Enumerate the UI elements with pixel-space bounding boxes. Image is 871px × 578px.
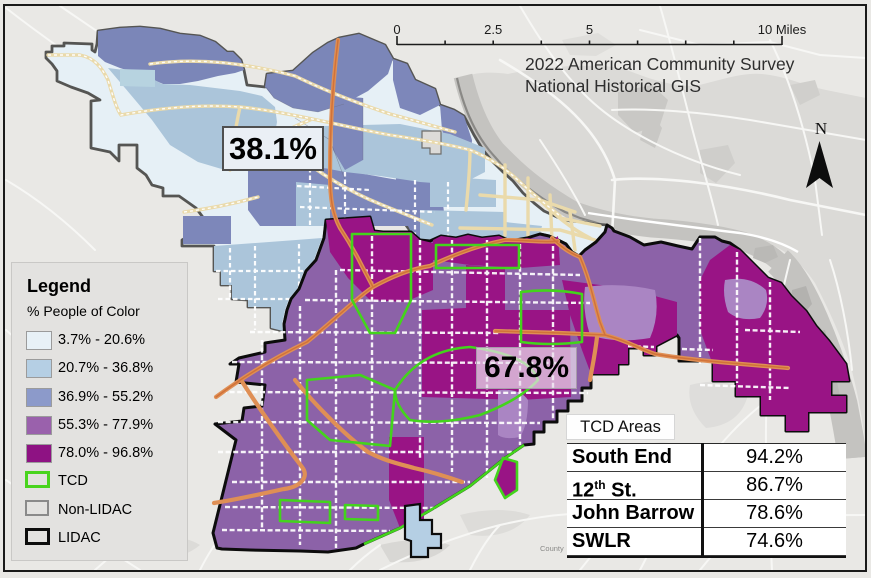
svg-text:N: N — [815, 119, 827, 138]
svg-text:2.5: 2.5 — [484, 22, 502, 37]
svg-text:10 Miles: 10 Miles — [758, 22, 807, 37]
svg-text:5: 5 — [586, 22, 593, 37]
svg-text:0: 0 — [393, 22, 400, 37]
